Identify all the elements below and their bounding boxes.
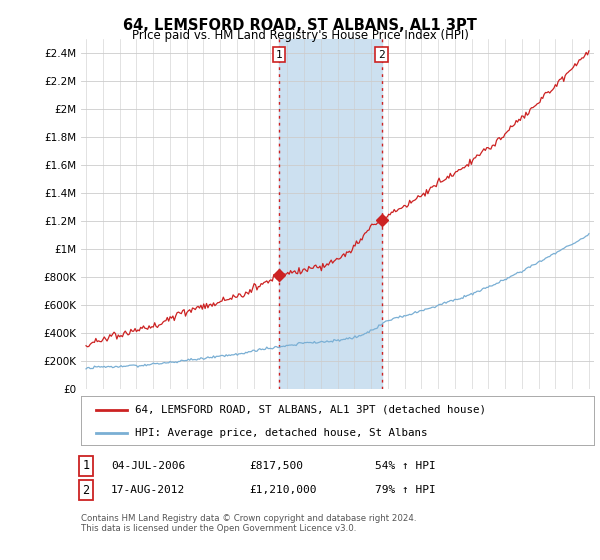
Text: 1: 1 [82,459,89,473]
Text: 54% ↑ HPI: 54% ↑ HPI [375,461,436,471]
Text: 79% ↑ HPI: 79% ↑ HPI [375,485,436,495]
Text: 2: 2 [82,483,89,497]
Text: 2: 2 [378,50,385,60]
Text: 04-JUL-2006: 04-JUL-2006 [111,461,185,471]
Text: £1,210,000: £1,210,000 [249,485,317,495]
Text: Contains HM Land Registry data © Crown copyright and database right 2024.
This d: Contains HM Land Registry data © Crown c… [81,514,416,534]
Text: 17-AUG-2012: 17-AUG-2012 [111,485,185,495]
Text: £817,500: £817,500 [249,461,303,471]
Text: 64, LEMSFORD ROAD, ST ALBANS, AL1 3PT (detached house): 64, LEMSFORD ROAD, ST ALBANS, AL1 3PT (d… [135,405,486,415]
Text: 64, LEMSFORD ROAD, ST ALBANS, AL1 3PT: 64, LEMSFORD ROAD, ST ALBANS, AL1 3PT [123,18,477,33]
Text: HPI: Average price, detached house, St Albans: HPI: Average price, detached house, St A… [135,428,427,438]
Bar [279,39,382,389]
Text: 1: 1 [275,50,282,60]
Text: Price paid vs. HM Land Registry's House Price Index (HPI): Price paid vs. HM Land Registry's House … [131,29,469,42]
